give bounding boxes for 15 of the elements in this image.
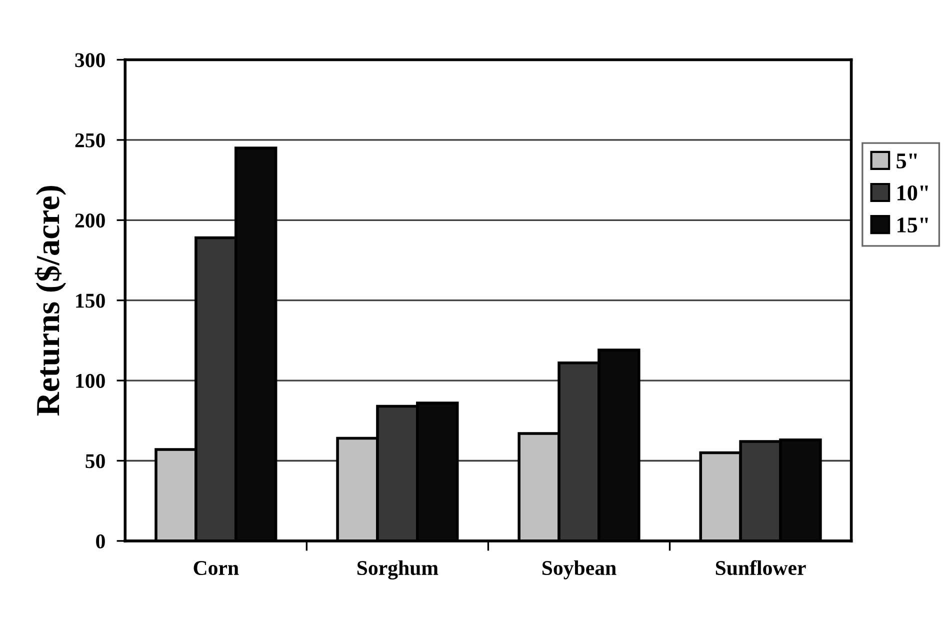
legend-label: 5"	[896, 154, 917, 168]
x-tick-label: Sorghum	[357, 560, 438, 580]
legend-label: 10"	[898, 185, 928, 200]
y-tick-label: 300	[75, 53, 105, 68]
x-tick-label: Corn	[194, 561, 239, 576]
x-tick-label: Sunflower	[716, 560, 806, 576]
y-axis-title: Returns ($/acre)	[34, 186, 66, 416]
x-tick-label: Soybean	[542, 560, 616, 580]
legend-label: 15"	[898, 218, 928, 233]
y-tick-label: 100	[76, 374, 105, 388]
y-tick-label: 250	[75, 133, 105, 148]
y-tick-label: 0	[96, 534, 105, 548]
y-tick-label: 200	[75, 214, 105, 228]
y-tick-label: 50	[86, 454, 105, 468]
y-tick-label: 150	[76, 294, 105, 308]
